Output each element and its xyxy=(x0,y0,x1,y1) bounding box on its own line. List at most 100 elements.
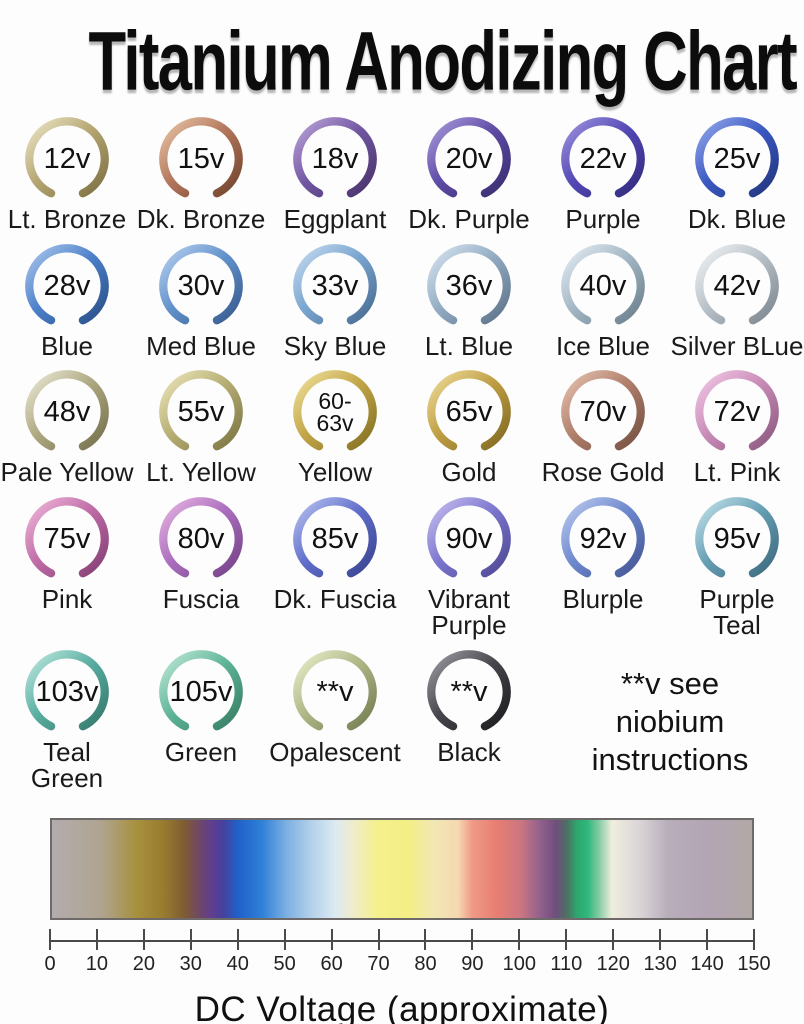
ring-voltage: 48v xyxy=(43,396,91,429)
axis-tick xyxy=(706,928,709,950)
ring-graphic: 42v xyxy=(691,240,783,332)
axis-tick xyxy=(142,928,145,950)
ring-graphic: 40v xyxy=(557,240,649,332)
axis-tick xyxy=(471,928,474,950)
ring-row: 48v Pale Yellow 55v Lt. Yellow 60- 63v Yellow 6… xyxy=(0,366,804,486)
ring-row: 103v Teal Green 105v Green **v Opalescent **v Bl… xyxy=(0,646,804,792)
ring-item: 30v Med Blue xyxy=(134,240,268,360)
ring-item: 36v Lt. Blue xyxy=(402,240,536,360)
captive-ring-icon xyxy=(159,370,243,451)
axis-tick-label: 0 xyxy=(44,952,56,975)
ring-graphic: 95v xyxy=(691,493,783,585)
ring-graphic: 72v xyxy=(691,366,783,458)
captive-ring-icon xyxy=(427,370,511,451)
ring-color-name: Dk. Bronze xyxy=(136,204,266,234)
ring-color-name: Black xyxy=(437,736,501,767)
page-title: Titanium Anodizing Chart xyxy=(0,0,804,108)
ring-item: 65v Gold xyxy=(402,366,536,486)
axis-tick-label: 10 xyxy=(85,952,109,975)
ring-item: 70v Rose Gold xyxy=(536,366,670,486)
axis-label: DC Voltage (approximate) xyxy=(194,989,610,1024)
axis-tick xyxy=(330,928,333,950)
captive-ring-icon xyxy=(159,496,243,577)
ring-color-name: Blue xyxy=(40,330,94,361)
ring-item: 92v Blurple xyxy=(536,493,670,639)
ring-voltage: 20v xyxy=(445,143,493,176)
ring-item: 22v Purple xyxy=(536,113,670,233)
ring-graphic: 80v xyxy=(155,493,247,585)
ring-voltage: 90v xyxy=(445,522,493,555)
ring-graphic: 22v xyxy=(557,113,649,205)
ring-item: 42v Silver BLue xyxy=(670,240,804,360)
ring-color-name: Med Blue xyxy=(146,330,256,361)
ring-color-name: Eggplant xyxy=(283,204,387,234)
ring-color-name: Fuscia xyxy=(162,583,240,614)
captive-ring-icon xyxy=(293,117,377,198)
ring-item: 20v Dk. Purple xyxy=(402,113,536,233)
captive-ring-icon xyxy=(293,496,377,577)
captive-ring-icon xyxy=(427,243,511,324)
ring-color-name: Lt. Pink xyxy=(693,457,781,488)
ring-graphic: 33v xyxy=(289,240,381,332)
ring-graphic: 70v xyxy=(557,366,649,458)
axis-tick xyxy=(95,928,98,950)
axis-tick xyxy=(189,928,192,950)
ring-item: **v Black xyxy=(402,646,536,792)
axis-tick xyxy=(612,928,615,950)
ring-voltage: 28v xyxy=(43,269,91,302)
ring-voltage: 75v xyxy=(43,522,91,555)
ring-item: 33v Sky Blue xyxy=(268,240,402,360)
ring-graphic: 48v xyxy=(21,366,113,458)
captive-ring-icon xyxy=(695,496,779,577)
ring-item: 40v Ice Blue xyxy=(536,240,670,360)
captive-ring-icon xyxy=(695,370,779,451)
axis-tick-label: 20 xyxy=(132,952,155,975)
niobium-note-line: **v see xyxy=(620,665,720,701)
ring-color-name: Blurple xyxy=(562,583,644,614)
ring-voltage: 40v xyxy=(579,269,627,302)
ring-color-name: Gold xyxy=(441,457,497,488)
ring-graphic: 92v xyxy=(557,493,649,585)
axis-tick-label: 80 xyxy=(414,952,437,975)
captive-ring-icon xyxy=(561,243,645,324)
captive-ring-icon xyxy=(159,649,243,730)
niobium-note-line: niobium xyxy=(615,703,725,739)
voltage-gradient-bar xyxy=(50,817,754,920)
ring-voltage: 36v xyxy=(445,269,493,302)
ring-graphic: **v xyxy=(289,646,381,738)
ring-voltage: 18v xyxy=(311,143,359,176)
axis-tick-label: 60 xyxy=(320,952,343,975)
axis-tick xyxy=(377,928,380,950)
ring-voltage: 105v xyxy=(169,675,233,708)
ring-voltage: 95v xyxy=(713,522,761,555)
ring-color-name: Pale Yellow xyxy=(0,457,134,488)
ring-graphic: 30v xyxy=(155,240,247,332)
ring-voltage: 55v xyxy=(177,396,225,429)
captive-ring-icon xyxy=(427,117,511,198)
ring-voltage: 85v xyxy=(311,522,359,555)
axis-tick-label: 130 xyxy=(643,952,677,975)
captive-ring-icon xyxy=(427,649,511,730)
captive-ring-icon xyxy=(561,117,645,198)
ring-item: 48v Pale Yellow xyxy=(0,366,134,486)
ring-graphic: 85v xyxy=(289,493,381,585)
ring-item: 85v Dk. Fuscia xyxy=(268,493,402,639)
ring-item: 105v Green xyxy=(134,646,268,792)
ring-color-name: Opalescent xyxy=(269,736,401,767)
axis-tick-label: 50 xyxy=(273,952,296,975)
ring-graphic: 65v xyxy=(423,366,515,458)
ring-graphic: 20v xyxy=(423,113,515,205)
captive-ring-icon xyxy=(159,117,243,198)
ring-color-name: Pink xyxy=(41,583,93,614)
page-title-text: Titanium Anodizing Chart xyxy=(88,15,797,108)
ring-item: 72v Lt. Pink xyxy=(670,366,804,486)
ring-item: 60- 63v Yellow xyxy=(268,366,402,486)
captive-ring-icon xyxy=(695,117,779,198)
ring-voltage: **v xyxy=(316,675,354,708)
ring-graphic: 28v xyxy=(21,240,113,332)
ring-voltage: 42v xyxy=(713,269,761,302)
captive-ring-icon xyxy=(25,117,109,198)
captive-ring-icon xyxy=(293,649,377,730)
axis-tick xyxy=(283,928,286,950)
